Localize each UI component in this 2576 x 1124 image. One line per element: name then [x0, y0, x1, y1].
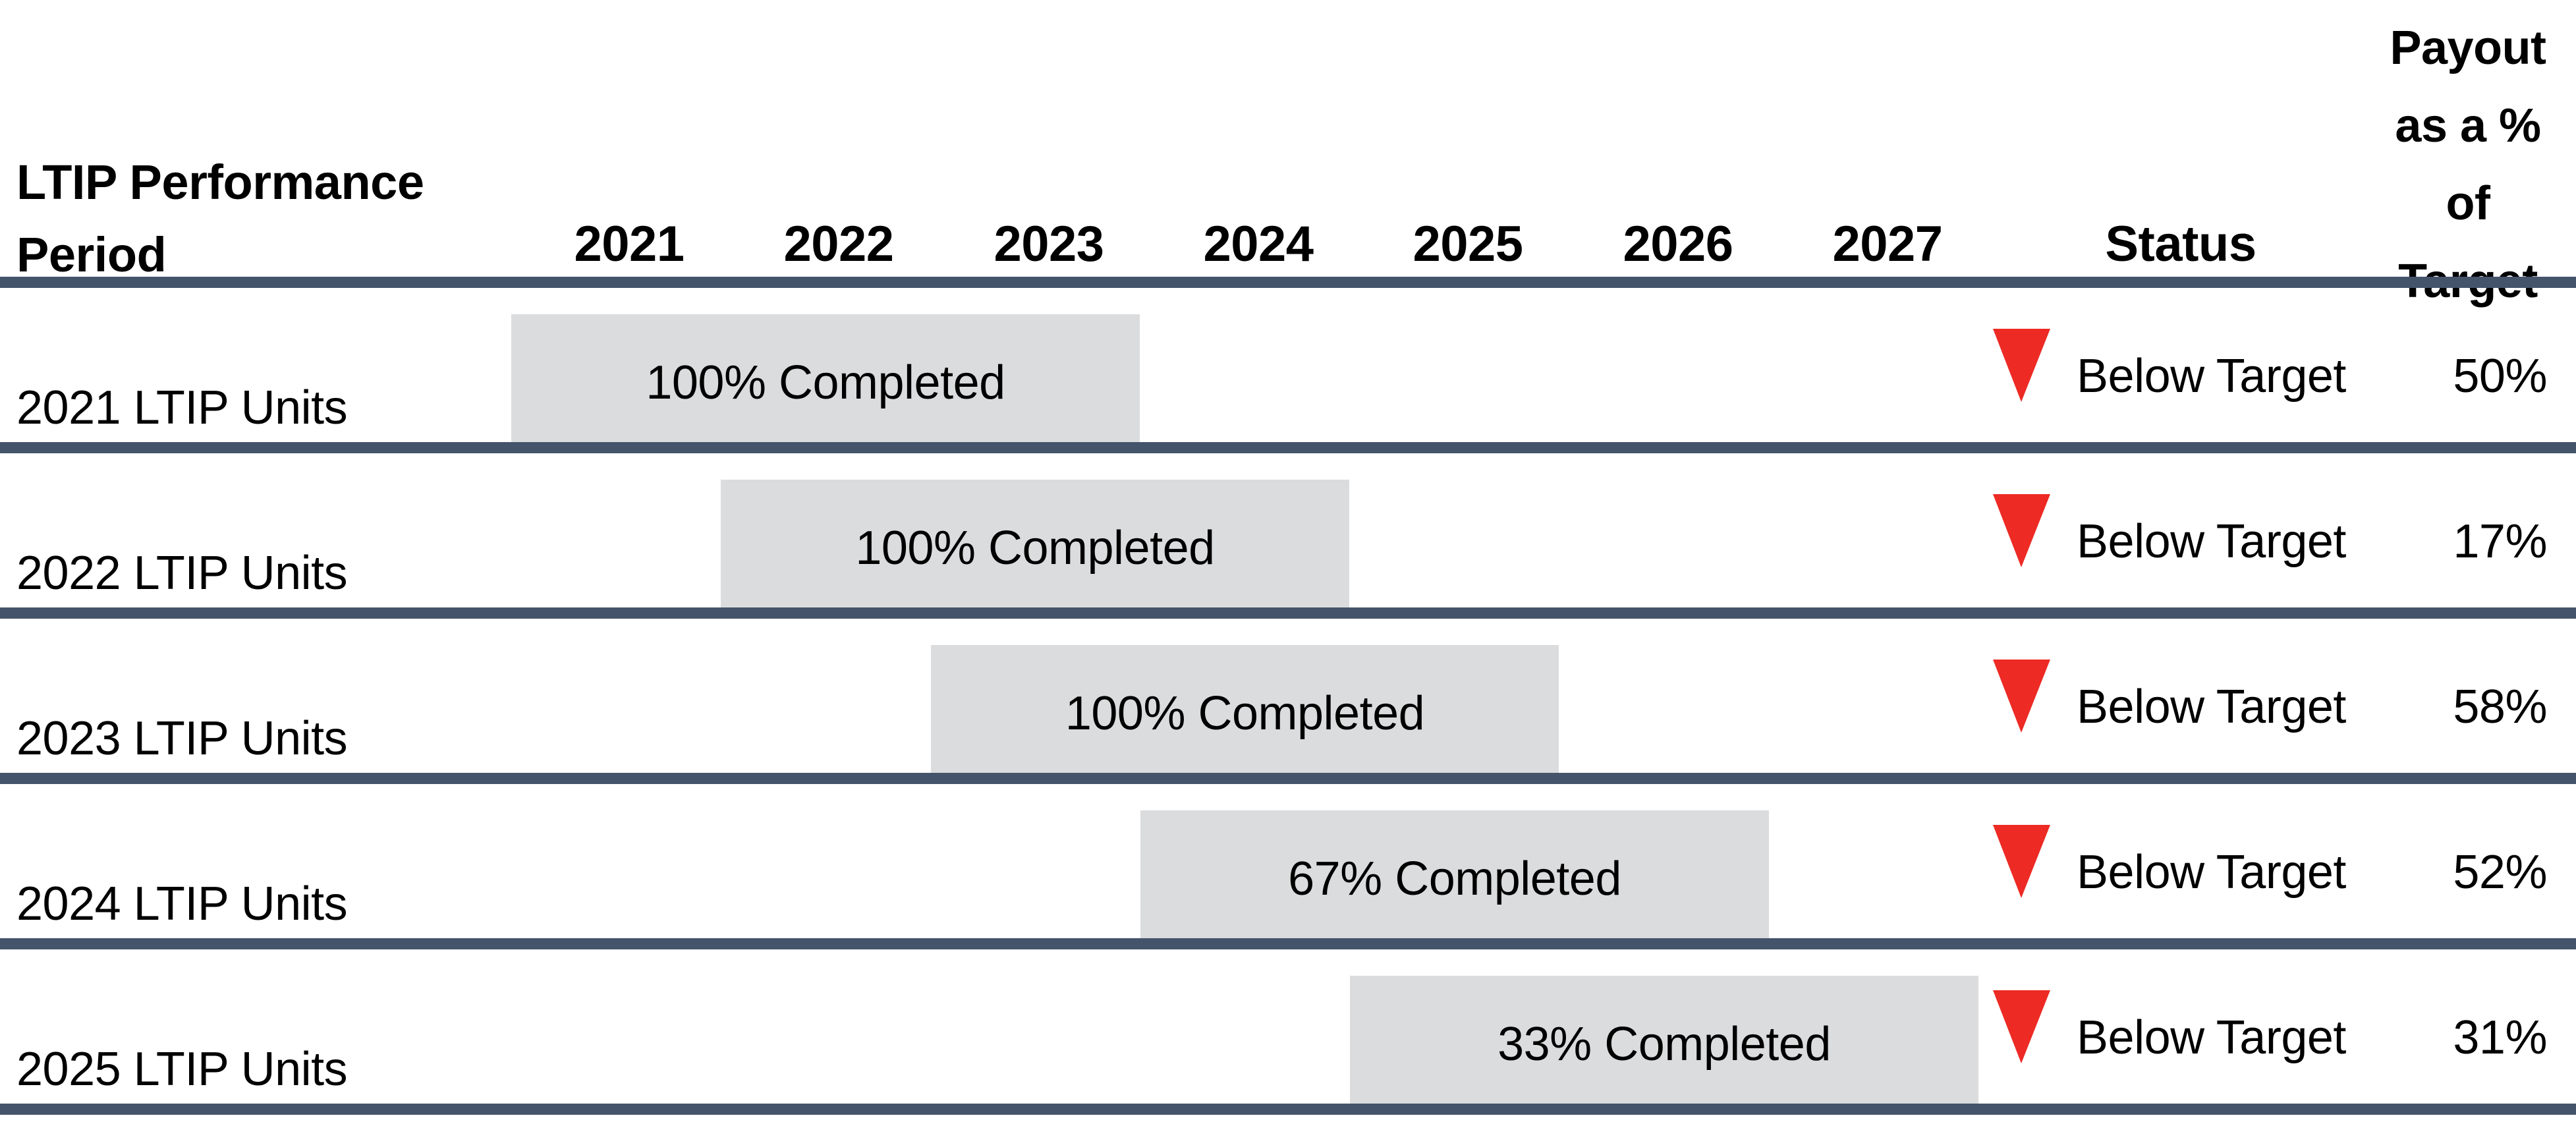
- title-line-2: Period: [16, 227, 167, 282]
- completion-bar: 33% Completed: [1350, 976, 1978, 1104]
- completion-bar-label: 100% Completed: [855, 522, 1215, 575]
- completion-bar-label: 67% Completed: [1288, 853, 1621, 905]
- down-triangle-icon: [1993, 329, 2050, 402]
- completion-bar: 100% Completed: [931, 645, 1559, 773]
- down-triangle-icon: [1993, 825, 2050, 898]
- row-divider: [0, 938, 2576, 949]
- status-label: Below Target: [2077, 515, 2346, 568]
- column-header-year-2021: 2021: [574, 216, 685, 272]
- payout-value: 52%: [2453, 846, 2547, 899]
- status-label: Below Target: [2077, 350, 2346, 403]
- completion-bar: 67% Completed: [1140, 810, 1769, 938]
- column-header-year-2024: 2024: [1203, 216, 1314, 272]
- table-row: 2024 LTIP Units 67% Completed Below Targ…: [0, 784, 2576, 949]
- column-header-year-2025: 2025: [1413, 216, 1523, 272]
- payout-header-line-1: Payout: [2390, 22, 2546, 74]
- row-period-label: 2022 LTIP Units: [16, 547, 348, 600]
- table-row: 2022 LTIP Units 100% Completed Below Tar…: [0, 453, 2576, 619]
- table-header: LTIP Performance Period 2021 2022 2023 2…: [0, 0, 2576, 308]
- payout-header-line-3: of: [2446, 177, 2490, 230]
- completion-bar-label: 100% Completed: [646, 356, 1005, 409]
- payout-value: 50%: [2453, 350, 2547, 403]
- status-label: Below Target: [2077, 681, 2346, 733]
- column-header-year-2022: 2022: [783, 216, 894, 272]
- row-period-label: 2025 LTIP Units: [16, 1043, 348, 1096]
- payout-value: 31%: [2453, 1011, 2547, 1064]
- row-divider: [0, 442, 2576, 453]
- payout-value: 17%: [2453, 515, 2547, 568]
- title-line-1: LTIP Performance: [16, 155, 424, 210]
- down-triangle-icon: [1993, 660, 2050, 733]
- payout-header-line-2: as a %: [2395, 99, 2541, 152]
- table-row: 2025 LTIP Units 33% Completed Below Targ…: [0, 949, 2576, 1115]
- down-triangle-icon: [1993, 990, 2050, 1063]
- completion-bar-label: 33% Completed: [1498, 1018, 1831, 1071]
- row-period-label: 2024 LTIP Units: [16, 878, 348, 930]
- completion-bar-label: 100% Completed: [1065, 687, 1425, 740]
- completion-bar: 100% Completed: [721, 480, 1349, 607]
- completion-bar: 100% Completed: [511, 314, 1140, 442]
- header-divider: [0, 277, 2576, 288]
- row-divider: [0, 773, 2576, 784]
- payout-value: 58%: [2453, 681, 2547, 733]
- row-period-label: 2021 LTIP Units: [16, 381, 348, 434]
- row-divider: [0, 1104, 2576, 1115]
- column-header-performance-period: LTIP Performance Period: [16, 146, 424, 291]
- status-label: Below Target: [2077, 1011, 2346, 1064]
- table-row: 2023 LTIP Units 100% Completed Below Tar…: [0, 619, 2576, 784]
- column-header-year-2023: 2023: [994, 216, 1104, 272]
- status-label: Below Target: [2077, 846, 2346, 899]
- down-triangle-icon: [1993, 494, 2050, 567]
- table-row: 2021 LTIP Units 100% Completed Below Tar…: [0, 288, 2576, 453]
- row-divider: [0, 607, 2576, 619]
- row-period-label: 2023 LTIP Units: [16, 712, 348, 765]
- column-header-year-2026: 2026: [1623, 216, 1733, 272]
- column-header-payout: Payout as a % of Target: [2390, 9, 2546, 320]
- column-header-year-2027: 2027: [1832, 216, 1943, 272]
- column-header-status: Status: [2105, 216, 2256, 272]
